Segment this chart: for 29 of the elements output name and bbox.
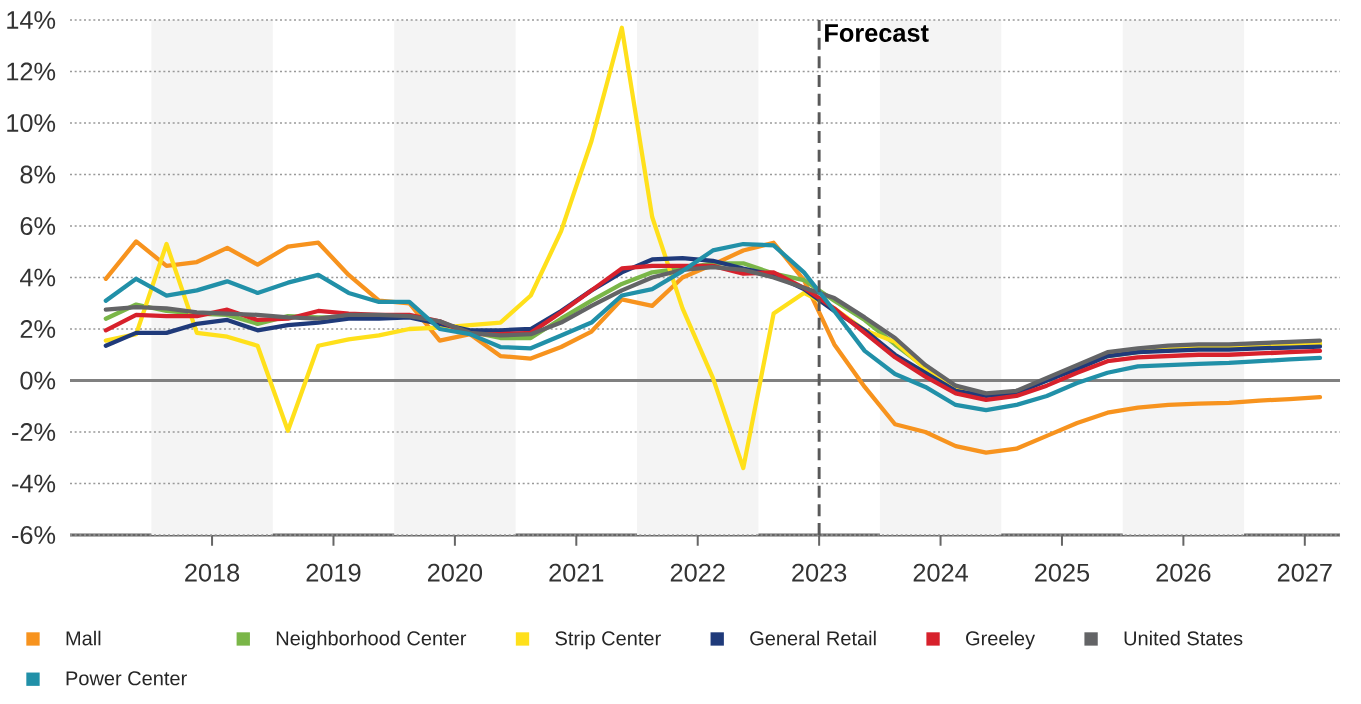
y-tick-label: 8% (20, 165, 56, 184)
legend-label: General Retail (750, 630, 876, 646)
x-tick-label: 2020 (427, 563, 483, 582)
x-tick-label: 2024 (913, 563, 968, 582)
y-tick-label: 12% (7, 62, 56, 81)
x-tick-label: 2023 (792, 563, 847, 582)
legend-label: Mall (66, 630, 101, 646)
x-tick-label: 2026 (1156, 563, 1211, 582)
x-tick-label: 2021 (549, 563, 604, 582)
y-tick-label: 2% (20, 320, 56, 338)
legend-label: Power Center (66, 671, 187, 686)
legend-label: Neighborhood Center (276, 630, 467, 650)
x-tick-label: 2022 (670, 563, 725, 582)
legend-label: Greeley (966, 630, 1036, 650)
y-tick-label: -4% (12, 474, 56, 493)
x-tick-label: 2019 (306, 563, 361, 582)
y-tick-label: 6% (20, 217, 56, 235)
y-tick-label: -2% (12, 423, 56, 441)
y-tick-label: 0% (20, 371, 56, 390)
legend-label: United States (1124, 630, 1243, 646)
x-tick-label: 2027 (1277, 563, 1332, 582)
y-tick-label: -6% (12, 526, 56, 544)
x-tick-label: 2025 (1035, 563, 1090, 582)
y-tick-label: 10% (7, 114, 56, 132)
ref-line-label: Forecast (825, 24, 929, 42)
y-tick-label: 4% (20, 268, 56, 287)
legend-label: Strip Center (555, 630, 661, 650)
x-tick-label: 2018 (185, 563, 240, 582)
y-tick-label: 14% (7, 11, 56, 29)
